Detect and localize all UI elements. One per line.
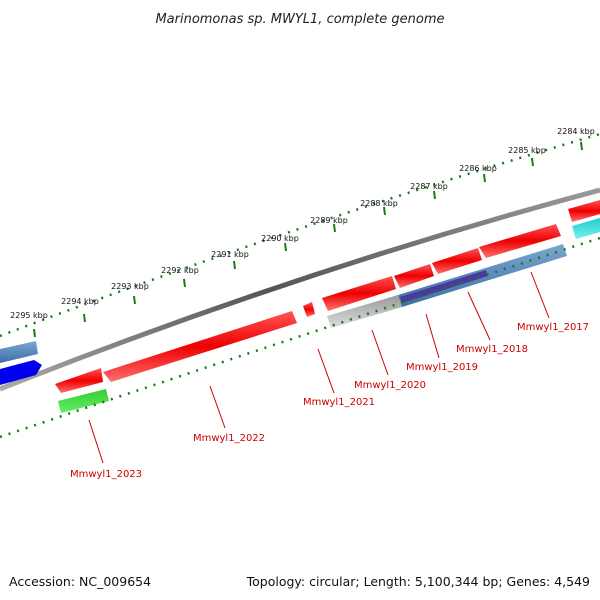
gene-label-2021: Mmwyl1_2021 — [303, 397, 375, 408]
accession-text: Accession: NC_009654 — [9, 574, 151, 589]
gene-label-2017: Mmwyl1_2017 — [517, 322, 589, 333]
ruler-label: 2294 kbp — [61, 297, 99, 306]
ruler-label: 2285 kbp — [508, 146, 546, 155]
gene-bar-2020 — [322, 276, 396, 311]
ruler-label: 2284 kbp — [557, 127, 595, 136]
gene-bar-2021 — [303, 302, 315, 317]
topology-text: Topology: circular; Length: 5,100,344 bp… — [246, 574, 590, 589]
ruler-label: 2295 kbp — [10, 311, 48, 320]
gene-label-2022: Mmwyl1_2022 — [193, 433, 265, 444]
feature-green — [58, 389, 109, 413]
ruler-label: 2293 kbp — [111, 282, 149, 291]
feature-gray — [327, 295, 402, 328]
gene-label-2023: Mmwyl1_2023 — [70, 469, 142, 480]
gene-bar-2019 — [394, 264, 434, 288]
gene-bar-2022 — [103, 311, 297, 382]
gene-labels: Mmwyl1_2017 Mmwyl1_2018 Mmwyl1_2019 Mmwy… — [70, 322, 589, 480]
ruler-label: 2291 kbp — [211, 250, 249, 259]
label-leader-lines — [88, 271, 550, 464]
gene-label-2018: Mmwyl1_2018 — [456, 344, 528, 355]
ruler-label: 2287 kbp — [410, 182, 448, 191]
ruler-label: 2288 kbp — [360, 199, 398, 208]
gene-bar-2017 — [479, 224, 561, 258]
feature-purple — [400, 270, 488, 303]
genome-backbone — [0, 187, 600, 392]
gene-bar-right — [568, 200, 600, 222]
feature-steel-left — [0, 341, 38, 363]
ruler-label: 2292 kbp — [161, 266, 199, 275]
feature-cyan — [572, 218, 600, 239]
gene-bar-2018 — [432, 248, 482, 274]
gene-label-2020: Mmwyl1_2020 — [354, 380, 426, 391]
ruler-labels: 2284 kbp 2285 kbp 2286 kbp 2287 kbp 2288… — [10, 127, 595, 320]
ruler-label: 2289 kbp — [310, 216, 348, 225]
inner-ruler-track — [0, 236, 600, 439]
gene-label-2019: Mmwyl1_2019 — [406, 362, 478, 373]
ruler-label: 2290 kbp — [261, 234, 299, 243]
feature-blue-left — [0, 360, 42, 385]
ruler-ticks — [33, 141, 583, 338]
gene-bar-2023 — [55, 368, 103, 393]
outer-ruler-track — [0, 132, 600, 338]
ruler-label: 2286 kbp — [459, 164, 497, 173]
map-title: Marinomonas sp. MWYL1, complete genome — [155, 12, 444, 27]
